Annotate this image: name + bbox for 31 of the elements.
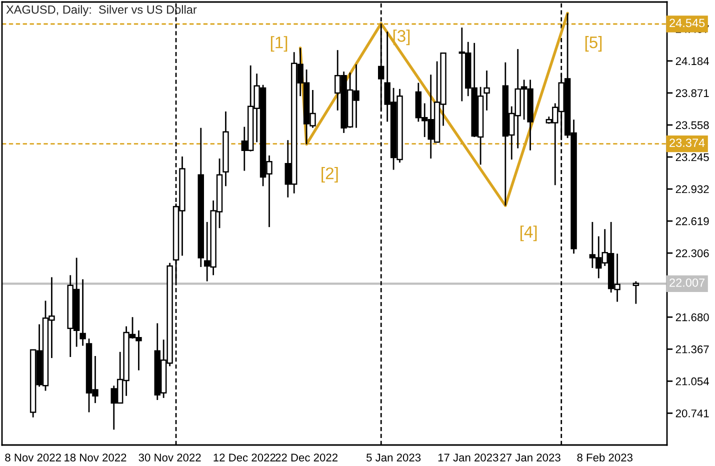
y-tick-label: 24.184 [676,57,709,66]
y-tick-label: 20.741 [676,409,709,418]
candlestick [80,278,86,346]
y-tick-label: 23.558 [676,121,709,130]
ref-line-label: 22.007 [670,278,705,287]
y-tick-label: 23.245 [676,153,709,162]
x-tick-label: 12 Dec 2022 [214,454,276,462]
annotation: [4] [520,226,537,242]
y-tick-label: 21.367 [676,345,709,354]
annotation: [5] [585,36,602,52]
annotation: [2] [322,166,338,183]
y-tick-label: 21.054 [676,377,709,386]
y-tick-label: 22.619 [676,217,709,226]
x-tick-label: 8 Nov 2022 [5,454,61,462]
y-tick-label: 22.932 [676,185,709,194]
x-tick-label: 30 Nov 2022 [138,454,201,462]
x-tick-label: 5 Jan 2023 [366,454,421,462]
chart-title: XAGUSD, Daily: Silver vs US Dollar [6,5,197,16]
annotation: [1] [270,36,288,52]
x-tick-label: 18 Nov 2022 [64,454,126,462]
x-tick-label: 8 Feb 2023 [577,453,632,462]
x-tick-label: 17 Jan 2023 [438,454,498,462]
y-tick-label: 22.306 [676,249,709,258]
candlestick [632,280,640,305]
ref-line-label: 24.545 [670,18,705,28]
y-tick-label: 21.680 [676,313,709,322]
candlestick [484,70,490,112]
x-tick-label: 22 Dec 2022 [276,454,338,462]
x-tick-label: 27 Jan 2023 [500,454,560,462]
y-tick-label: 23.871 [676,89,709,98]
ref-line-label: 23.374 [670,138,705,147]
